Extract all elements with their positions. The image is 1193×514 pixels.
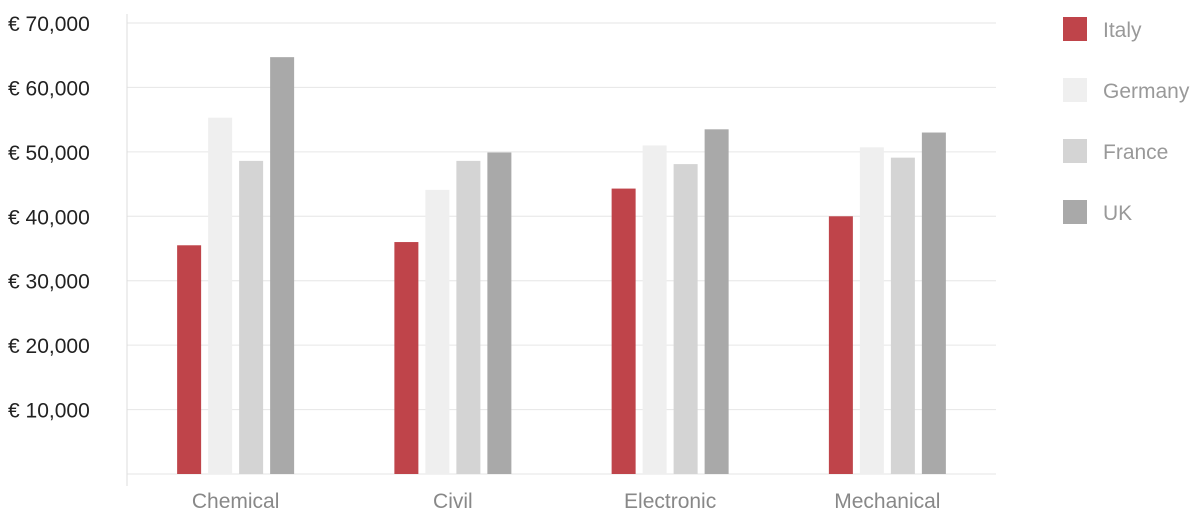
bar-germany-chemical [208, 117, 233, 475]
bar-uk-chemical [270, 57, 295, 474]
x-tick-label: Mechanical [834, 490, 940, 513]
bar-germany-electronic [642, 145, 667, 474]
bar-uk-electronic [704, 129, 729, 475]
legend: Italy Germany France UK [1063, 17, 1190, 225]
bar-italy-chemical [177, 245, 202, 474]
y-axis: € 10,000 € 20,000 € 30,000 € 40,000 € 50,000… [8, 13, 128, 486]
y-tick-label: € 30,000 [8, 271, 90, 294]
x-tick-label: Electronic [624, 490, 716, 513]
bar-france-electronic [673, 164, 698, 474]
bar-france-chemical [239, 160, 264, 474]
y-tick-label: € 50,000 [8, 142, 90, 165]
y-tick-label: € 20,000 [8, 335, 90, 358]
y-tick-label: € 70,000 [8, 13, 90, 36]
bar-italy-civil [394, 242, 419, 474]
x-tick-label: Civil [433, 490, 473, 513]
y-tick-label: € 40,000 [8, 206, 90, 229]
legend-swatch-germany [1063, 78, 1087, 102]
bar-uk-civil [487, 152, 512, 474]
bar-uk-mechanical [921, 132, 946, 474]
bar-france-mechanical [890, 157, 915, 475]
x-axis: Chemical Civil Electronic Mechanical [192, 490, 941, 513]
legend-label-italy: Italy [1103, 19, 1142, 42]
legend-label-uk: UK [1103, 202, 1132, 225]
y-tick-label: € 10,000 [8, 400, 90, 423]
bar-germany-civil [425, 189, 450, 474]
y-tick-label: € 60,000 [8, 77, 90, 100]
bar-italy-mechanical [828, 216, 853, 475]
legend-label-germany: Germany [1103, 80, 1190, 103]
bar-germany-mechanical [859, 147, 884, 474]
bar-italy-electronic [611, 188, 636, 474]
bar-france-civil [456, 160, 481, 474]
legend-swatch-uk [1063, 200, 1087, 224]
legend-swatch-italy [1063, 17, 1087, 41]
x-tick-label: Chemical [192, 490, 280, 513]
bars [177, 57, 946, 475]
legend-label-france: France [1103, 141, 1168, 164]
legend-swatch-france [1063, 139, 1087, 163]
